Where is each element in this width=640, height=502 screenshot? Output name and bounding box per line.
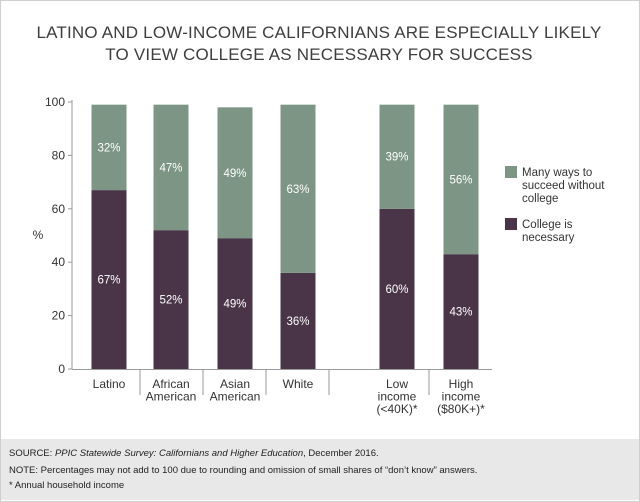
x-category-label: ($80K+)* [437, 402, 485, 416]
data-label-many-ways: 49% [223, 168, 246, 180]
data-label-college-necessary: 60% [385, 284, 408, 296]
data-label-college-necessary: 36% [286, 316, 309, 328]
title-line-1: LATINO AND LOW-INCOME CALIFORNIANS ARE E… [36, 23, 602, 42]
y-tick-label: 100 [45, 95, 65, 109]
data-label-many-ways: 56% [449, 174, 472, 186]
legend-label: college [522, 193, 558, 205]
x-category-label: income [442, 390, 481, 404]
legend-label: necessary [522, 232, 575, 244]
data-label-college-necessary: 49% [223, 299, 246, 311]
bar-many-ways [280, 104, 316, 273]
data-label-many-ways: 63% [286, 184, 309, 196]
legend-swatch [505, 166, 517, 178]
bar-many-ways [217, 107, 253, 239]
x-category-label: (<40K)* [376, 402, 417, 416]
note-line: NOTE: Percentages may not add to 100 due… [9, 465, 478, 476]
legend-label: College is [522, 219, 573, 231]
bar-many-ways [379, 104, 415, 209]
y-tick-label: 80 [52, 148, 66, 162]
bar-many-ways [443, 104, 479, 255]
bar-many-ways [91, 104, 127, 191]
x-category-label: White [283, 377, 314, 391]
x-category-label: Latino [93, 377, 126, 391]
bar-many-ways [153, 104, 189, 231]
title-line-2: TO VIEW COLLEGE AS NECESSARY FOR SUCCESS [105, 45, 533, 64]
source-title: PPIC Statewide Survey: Californians and … [54, 448, 304, 459]
bar-college-necessary [217, 238, 253, 369]
x-category-label: American [210, 390, 261, 404]
y-tick-label: 40 [52, 255, 66, 269]
source-line: SOURCE: PPIC Statewide Survey: Californi… [9, 448, 379, 460]
legend-label: succeed without [522, 180, 605, 192]
x-category-label: Low [386, 377, 408, 391]
bar-college-necessary [379, 208, 415, 369]
data-label-college-necessary: 43% [449, 307, 472, 319]
y-tick-label: 20 [52, 309, 66, 323]
source-prefix: SOURCE: [9, 448, 55, 459]
bar-college-necessary [153, 230, 189, 369]
footer-notes: SOURCE: PPIC Statewide Survey: Californi… [1, 439, 639, 500]
legend-swatch [505, 218, 517, 230]
x-category-label: High [449, 377, 474, 391]
y-tick-label: 60 [52, 202, 66, 216]
data-label-many-ways: 32% [97, 142, 120, 154]
bar-college-necessary [280, 272, 316, 369]
y-axis-label: % [33, 228, 44, 242]
x-category-label: African [152, 377, 189, 391]
y-tick-label: 0 [58, 362, 65, 376]
bar-college-necessary [91, 190, 127, 369]
x-category-label: American [146, 390, 197, 404]
x-category-label: Asian [220, 377, 250, 391]
x-category-label: income [378, 390, 417, 404]
data-label-many-ways: 39% [385, 152, 408, 164]
legend-label: Many ways to [522, 167, 592, 179]
bar-college-necessary [443, 254, 479, 369]
chart-title: LATINO AND LOW-INCOME CALIFORNIANS ARE E… [10, 22, 628, 66]
data-label-many-ways: 47% [159, 162, 182, 174]
data-label-college-necessary: 67% [97, 275, 120, 287]
source-suffix: , December 2016. [303, 448, 379, 459]
footnote-line: * Annual household income [9, 480, 125, 491]
data-label-college-necessary: 52% [159, 295, 182, 307]
